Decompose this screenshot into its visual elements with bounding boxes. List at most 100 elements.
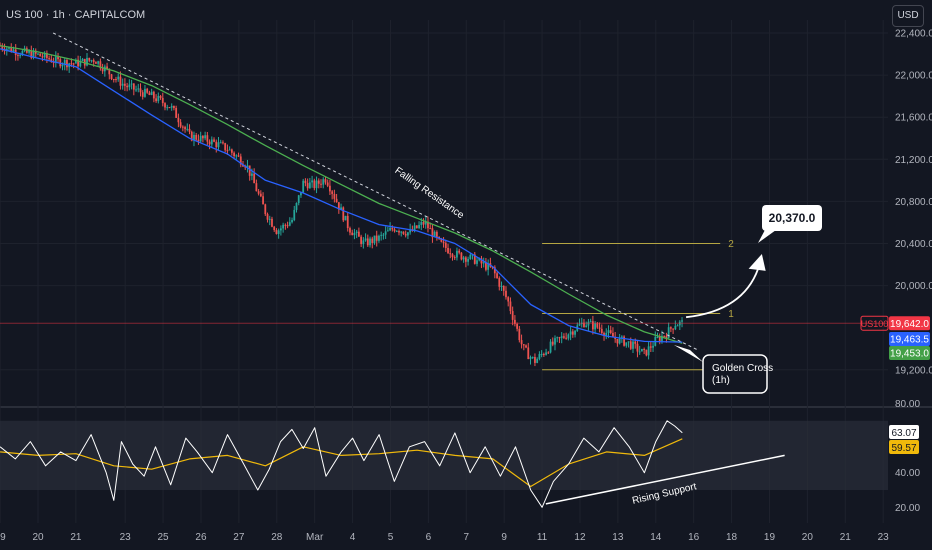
candle-body (669, 327, 672, 329)
candle-body (300, 192, 302, 196)
candle-body (583, 322, 585, 327)
candle-body (366, 238, 369, 246)
candle-body (112, 79, 115, 81)
time-tick-label: 14 (650, 532, 662, 543)
candle-body (404, 233, 407, 236)
candle-body (86, 57, 88, 66)
candle-body (43, 53, 46, 58)
candle-body (676, 325, 679, 327)
candle-body (126, 85, 129, 88)
candle-body (444, 242, 447, 248)
candle-body (12, 49, 15, 52)
candle-body (375, 235, 378, 241)
candle-body (647, 346, 650, 356)
candle-body (155, 98, 157, 102)
candle-body (362, 240, 365, 245)
last-price-tag-bg (889, 316, 930, 331)
candle-body (453, 257, 456, 259)
candle-body (275, 229, 278, 234)
candle-body (30, 51, 33, 58)
time-tick-label: 7 (463, 532, 469, 543)
candle-body (549, 341, 552, 353)
candle-body (277, 230, 280, 234)
candle-body (121, 83, 124, 86)
candle-body (431, 228, 434, 238)
candle-body (32, 50, 35, 58)
candle-body (90, 60, 93, 62)
candle-body (324, 179, 327, 183)
candle-body (70, 63, 73, 65)
candle-body (509, 301, 512, 312)
candle-body (634, 341, 637, 344)
candle-body (79, 61, 82, 67)
candle-body (262, 196, 264, 205)
candle-body (415, 225, 418, 228)
candle-body (184, 127, 186, 130)
candle-body (500, 285, 503, 287)
candle-body (271, 218, 273, 227)
candle-body (311, 180, 313, 183)
candle-body (551, 341, 554, 345)
candle-body (255, 183, 258, 192)
candle-body (66, 60, 68, 68)
candle-body (493, 267, 496, 274)
candle-body (482, 262, 485, 264)
candle-body (106, 66, 108, 69)
candle-body (505, 290, 507, 298)
candle-body (141, 92, 144, 97)
golden-cross-pointer (674, 345, 703, 362)
candle-body (373, 235, 376, 243)
rsi-ma-value-tag: 59.57 (891, 443, 916, 454)
candle-body (652, 345, 654, 348)
candle-body (420, 221, 423, 225)
candle-body (458, 250, 461, 253)
candle-body (632, 341, 634, 349)
candle-body (132, 83, 135, 90)
rsi-value-tag: 63.07 (891, 428, 916, 439)
ema-slow-tag: 19,453.0 (890, 349, 929, 360)
candle-body (607, 330, 610, 334)
candle-body (8, 47, 10, 49)
time-tick-label: 20 (802, 532, 814, 543)
candle-body (469, 254, 472, 260)
candle-body (641, 348, 643, 352)
candle-body (117, 76, 120, 80)
candle-body (620, 336, 623, 338)
golden-cross-subtext: (1h) (712, 375, 730, 386)
candle-body (567, 334, 570, 339)
candle-body (302, 180, 305, 193)
candle-body (239, 156, 242, 165)
candle-body (357, 231, 360, 237)
candle-body (293, 209, 296, 221)
candle-body (208, 141, 211, 145)
candle-body (594, 323, 597, 330)
candle-body (41, 56, 44, 58)
candle-body (402, 231, 405, 234)
candle-body (286, 225, 289, 227)
candle-body (137, 88, 140, 90)
time-tick-label: 18 (726, 532, 738, 543)
candle-body (99, 61, 102, 69)
candle-body (237, 155, 240, 157)
currency-button[interactable]: USD (892, 5, 924, 27)
time-tick-label: 21 (70, 532, 82, 543)
candle-body (217, 142, 220, 148)
time-tick-label: 9 (501, 532, 507, 543)
candle-body (571, 331, 574, 335)
candle-body (179, 122, 182, 127)
candle-body (585, 325, 588, 327)
candle-body (28, 51, 30, 53)
candle-body (170, 106, 173, 108)
candle-body (661, 335, 663, 342)
symbol-title: US 100 · 1h · CAPITALCOM (6, 9, 146, 21)
ema-slow-tag-bg (889, 346, 930, 360)
rsi-tick-label: 20.00 (895, 503, 920, 514)
candle-body (667, 327, 670, 339)
candle-body (502, 285, 505, 291)
candle-body (658, 336, 661, 342)
candle-body (175, 107, 178, 118)
candle-body (540, 354, 543, 356)
candle-body (395, 231, 398, 233)
candle-body (10, 47, 13, 52)
